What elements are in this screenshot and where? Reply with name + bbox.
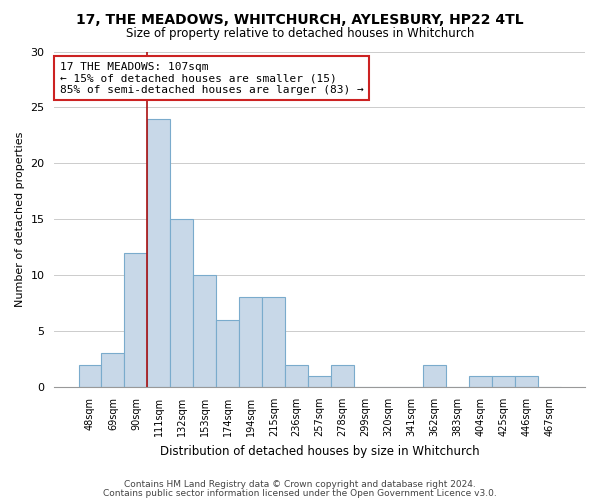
Bar xyxy=(239,298,262,387)
Bar xyxy=(148,118,170,387)
Text: Size of property relative to detached houses in Whitchurch: Size of property relative to detached ho… xyxy=(126,28,474,40)
Text: 17, THE MEADOWS, WHITCHURCH, AYLESBURY, HP22 4TL: 17, THE MEADOWS, WHITCHURCH, AYLESBURY, … xyxy=(76,12,524,26)
Bar xyxy=(262,298,285,387)
Bar xyxy=(193,275,217,387)
Bar xyxy=(469,376,492,387)
Bar xyxy=(170,219,193,387)
Text: Contains public sector information licensed under the Open Government Licence v3: Contains public sector information licen… xyxy=(103,488,497,498)
Text: 17 THE MEADOWS: 107sqm
← 15% of detached houses are smaller (15)
85% of semi-det: 17 THE MEADOWS: 107sqm ← 15% of detached… xyxy=(60,62,364,95)
Bar xyxy=(492,376,515,387)
Bar xyxy=(423,364,446,387)
Bar xyxy=(79,364,101,387)
Bar xyxy=(515,376,538,387)
Bar xyxy=(217,320,239,387)
Bar xyxy=(101,354,124,387)
Y-axis label: Number of detached properties: Number of detached properties xyxy=(15,132,25,307)
X-axis label: Distribution of detached houses by size in Whitchurch: Distribution of detached houses by size … xyxy=(160,444,479,458)
Text: Contains HM Land Registry data © Crown copyright and database right 2024.: Contains HM Land Registry data © Crown c… xyxy=(124,480,476,489)
Bar xyxy=(331,364,354,387)
Bar xyxy=(124,253,148,387)
Bar xyxy=(308,376,331,387)
Bar xyxy=(285,364,308,387)
